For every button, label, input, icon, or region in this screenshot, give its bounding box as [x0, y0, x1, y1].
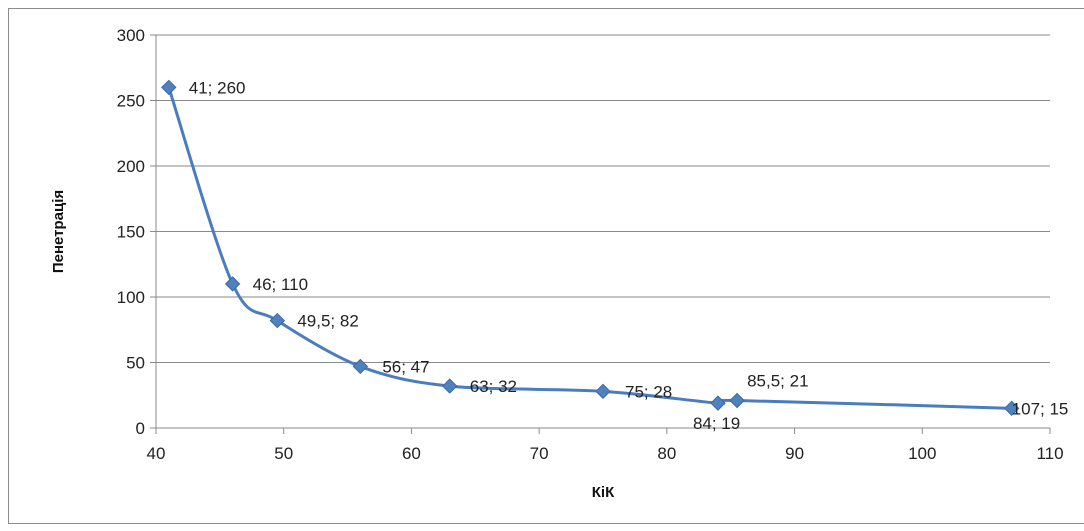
- y-axis-title: Пенетрація: [50, 190, 67, 273]
- y-tick-label-50: 50: [126, 354, 145, 373]
- x-tick-label-90: 90: [785, 444, 804, 463]
- data-label-5: 75; 28: [625, 382, 672, 401]
- y-tick-label-0: 0: [136, 419, 145, 438]
- data-point-2: [269, 312, 286, 329]
- data-label-0: 41; 260: [189, 78, 246, 97]
- data-point-4: [442, 378, 458, 394]
- x-tick-label-110: 110: [1036, 444, 1063, 463]
- data-markers: [161, 79, 1020, 417]
- x-tick-label-70: 70: [530, 444, 549, 463]
- y-tick-label-100: 100: [117, 288, 145, 307]
- data-point-6: [710, 395, 726, 411]
- x-tick-label-50: 50: [274, 444, 293, 463]
- data-label-7: 85,5; 21: [747, 371, 808, 390]
- x-tick-label-80: 80: [657, 444, 676, 463]
- x-tick-label-40: 40: [147, 444, 166, 463]
- data-label-2: 49,5; 82: [297, 312, 358, 331]
- data-point-5: [595, 383, 611, 400]
- y-tick-label-150: 150: [117, 223, 145, 242]
- axes: [150, 34, 1051, 434]
- gridlines: [156, 34, 1050, 429]
- x-tick-label-100: 100: [908, 444, 936, 463]
- data-point-1: [224, 276, 241, 292]
- data-label-1: 46; 110: [253, 275, 308, 294]
- chart-frame: [8, 8, 1084, 524]
- data-label-4: 63; 32: [470, 377, 517, 396]
- data-point-7: [729, 392, 745, 409]
- x-axis-title: КіК: [592, 484, 615, 501]
- y-tick-label-200: 200: [117, 157, 145, 176]
- data-label-8: 107; 15: [1012, 399, 1069, 418]
- y-tick-label-250: 250: [117, 92, 145, 111]
- y-tick-label-300: 300: [117, 26, 145, 45]
- tick-labels: 0 50 100 150 200 250 300 40 50 60 70 80 90 100 110: [117, 26, 1064, 463]
- data-point-8: [1003, 400, 1020, 417]
- data-labels: 41; 260 46; 110 49,5; 82 56; 47 63; 32 75; 28…: [189, 78, 1069, 433]
- series-line: [167, 86, 1012, 410]
- data-label-3: 56; 47: [382, 357, 429, 376]
- x-tick-label-60: 60: [402, 444, 421, 463]
- data-point-0: [161, 79, 177, 96]
- data-point-3: [352, 358, 369, 375]
- data-label-6: 84; 19: [693, 414, 740, 433]
